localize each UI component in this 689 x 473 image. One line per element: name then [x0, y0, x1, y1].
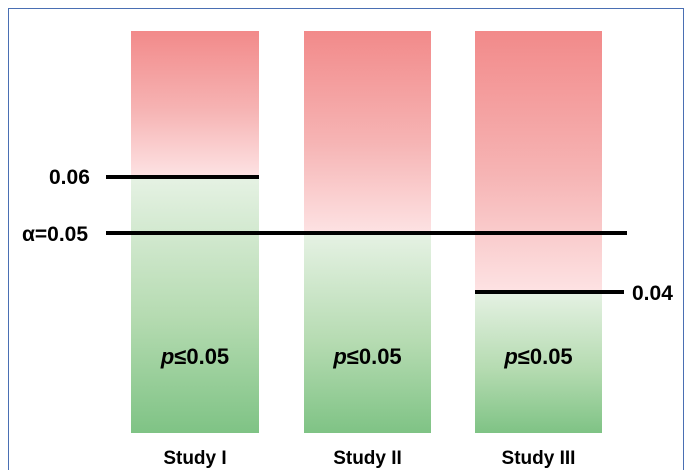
- bar-study-3-green-zone: [475, 291, 602, 433]
- bar-study-3-name: Study III: [501, 448, 576, 469]
- bar-study-2-p-label: p≤0.05: [333, 344, 402, 369]
- figure-frame: [8, 8, 684, 470]
- bar-study-1-p-label: p≤0.05: [160, 344, 230, 369]
- study-3-threshold-label: 0.04: [632, 282, 673, 305]
- alpha-line: [106, 231, 627, 235]
- bar-study-2-red-zone: [304, 31, 431, 233]
- study-3-threshold-line: [475, 290, 624, 294]
- bar-study-1-red-zone: [131, 31, 259, 176]
- bar-study-3-p-label: p≤0.05: [504, 344, 573, 369]
- study-1-threshold-label: 0.06: [49, 166, 90, 189]
- bar-study-2-green-zone: [304, 233, 431, 433]
- bar-study-2-name: Study II: [333, 448, 402, 469]
- bar-study-1-green-zone: [131, 176, 259, 433]
- alpha-label: α=0.05: [22, 223, 89, 246]
- bar-study-3-red-zone: [475, 31, 602, 291]
- bar-study-1-name: Study I: [163, 448, 227, 469]
- study-1-threshold-line: [106, 175, 259, 179]
